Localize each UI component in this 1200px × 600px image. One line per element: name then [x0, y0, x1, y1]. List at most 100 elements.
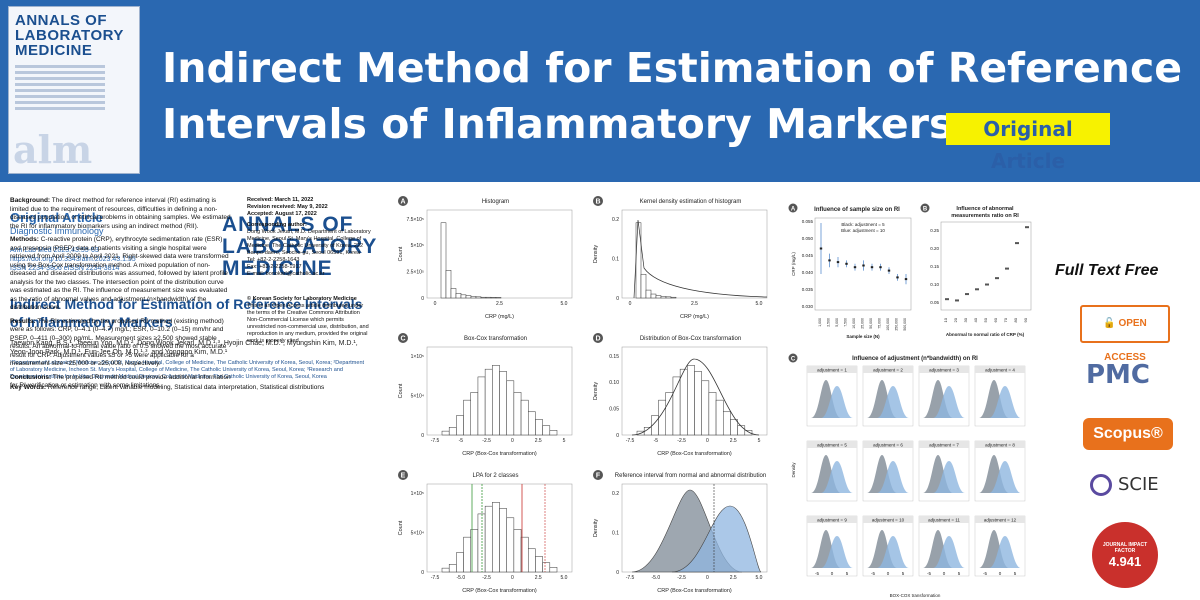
figure2-panel-c: C Influence of adjustment (n*bandwidth) o… — [788, 353, 1026, 598]
histogram-bar — [650, 293, 657, 299]
facet-strip — [975, 441, 1025, 448]
y-axis-label: Density — [593, 382, 599, 401]
panel-letter: A — [791, 207, 796, 213]
histogram-bar — [694, 371, 702, 436]
histogram-bar — [463, 536, 471, 573]
x-axis-label: CRP (Box-Cox transformation) — [462, 588, 537, 594]
y-tick-label: 0.15 — [609, 354, 619, 360]
panel-title: Kernel density estimation of histogram — [640, 199, 742, 205]
histogram-bar — [441, 430, 450, 436]
x-axis-label: CRP (mg/L) — [485, 314, 514, 320]
facet-label: adjustment = 5 — [817, 443, 847, 448]
x-tick-label: 2.5 — [535, 575, 542, 581]
point-marker — [1015, 242, 1019, 245]
point-marker — [862, 264, 865, 267]
y-tick-label: 5×10⁴ — [411, 393, 424, 399]
x-tick-label: 75,000 — [878, 318, 882, 329]
y-tick-label: 0.10 — [930, 282, 939, 287]
scopus-badge[interactable]: Scopus® — [1083, 418, 1173, 450]
y-tick-label: 5×10⁴ — [411, 530, 424, 536]
y-tick-label: 1×10⁵ — [411, 491, 424, 497]
y-tick-label: 0.2 — [612, 491, 619, 497]
histogram-bar — [701, 380, 710, 436]
histogram-bar — [477, 376, 486, 436]
histogram-bar — [470, 296, 477, 299]
x-tick-label: 0 — [629, 301, 632, 307]
plot-area — [940, 221, 1032, 311]
y-axis-label: Density — [791, 462, 796, 478]
panel-letter: D — [595, 336, 600, 343]
x-tick-label: -2.5 — [482, 438, 491, 444]
full-text-free-label[interactable]: Full Text Free — [1055, 262, 1159, 279]
panel-title: Reference interval from normal and abnor… — [615, 473, 766, 479]
figure-panel: F Reference interval from normal and abno… — [593, 470, 768, 594]
panel-title: Influence of abnormal — [956, 206, 1014, 212]
header-banner: ANNALS OF LABORATORY MEDICINE alm Indire… — [0, 0, 1200, 182]
methods-text: C-reactive protein (CRP), erythrocyte se… — [10, 236, 229, 311]
histogram-bar — [635, 222, 642, 299]
facet-label: adjustment = 2 — [873, 368, 903, 373]
x-tick-label: 5 — [902, 571, 905, 576]
point-marker — [845, 262, 848, 265]
pmc-logo[interactable]: PMC — [1086, 360, 1151, 390]
y-axis-label: Count — [398, 383, 404, 398]
legend-label: Black: adjustment = 5 — [841, 222, 885, 227]
y-tick-label: 0.25 — [930, 228, 939, 233]
x-tick-label: 0 — [831, 571, 834, 576]
citation: Ann Lab Med 2023;43:55-63 — [10, 247, 99, 254]
x-tick-label: -5 — [654, 438, 659, 444]
y-axis-label: Density — [593, 245, 599, 264]
histogram-bar — [730, 419, 738, 436]
histogram-bar — [463, 399, 471, 436]
paper-section: Diagnostic Immunology — [10, 226, 104, 236]
abnormal-density — [989, 461, 1021, 493]
open-access-badge[interactable]: 🔓 OPEN ACCESS — [1080, 305, 1170, 363]
y-axis-label: CRP (mg/L) — [791, 252, 796, 276]
received-date: Received: March 11, 2022 — [247, 197, 314, 203]
x-tick-label: 5.0 — [756, 301, 763, 307]
panel-marks — [441, 365, 558, 436]
x-tick-label: 70 — [1003, 317, 1008, 322]
scie-badge[interactable]: SCIE — [1090, 474, 1159, 496]
histogram-bar — [744, 430, 753, 436]
panel-letter: E — [401, 473, 406, 480]
facet-strip — [807, 366, 857, 373]
histogram-bar — [450, 288, 457, 299]
copyright: © Korean Society for Laboratory Medicine — [247, 296, 357, 302]
figure-panel: A Histogram 0 2.5×10⁵ 5×10⁵ 7.5×10⁵ 0 2.5 5.0 CRP… — [398, 196, 573, 320]
corr-email[interactable]: E-mail: bonokarl@catholic.ac.kr — [247, 271, 325, 277]
panel-letter: B — [923, 207, 928, 213]
license-text: This is an Open Access article distribut… — [247, 303, 369, 344]
paper-type: Original Article — [10, 210, 103, 225]
panel-letter: C — [791, 357, 796, 363]
panel-title: Influence of sample size on RI — [814, 207, 900, 213]
panel-letter-badge — [593, 333, 603, 343]
x-axis-label: CRP (Box-Cox transformation) — [462, 451, 537, 457]
scie-ring-icon — [1090, 474, 1112, 496]
panel-letter-badge — [593, 196, 603, 206]
histogram-bar — [448, 564, 457, 573]
facet-label: adjustment = 9 — [817, 518, 847, 523]
x-tick-label: 0 — [706, 575, 709, 581]
point-marker — [995, 277, 999, 280]
panel-letter-badge — [398, 196, 408, 206]
revised-date: Revision received: May 9, 2022 — [247, 204, 328, 210]
y-tick-label: 2.5×10⁵ — [406, 270, 424, 276]
abnormal-density — [877, 461, 909, 493]
x-tick-label: 0 — [511, 438, 514, 444]
point-marker — [955, 299, 959, 302]
facet-strip — [863, 366, 913, 373]
x-tick-label: 5 — [846, 571, 849, 576]
results-label: Results: — [10, 317, 36, 325]
doi-link[interactable]: https://doi.org/10.3343/alm.2023.43.1.55 — [10, 256, 136, 263]
y-tick-label: 5×10⁵ — [411, 243, 424, 249]
impact-factor-seal: JOURNAL IMPACT FACTOR 4.941 — [1092, 522, 1158, 588]
panel-letter-badge — [920, 203, 930, 213]
x-tick-label: 2.5 — [535, 438, 542, 444]
abstract: Background: The direct method for refere… — [10, 197, 232, 396]
x-tick-label: 80 — [1013, 317, 1018, 322]
histogram-bar — [484, 505, 493, 573]
histogram-bar — [513, 392, 522, 436]
figure-panel: B Kernel density estimation of histogram 0… — [593, 196, 768, 320]
x-tick-label: 25,000 — [861, 318, 865, 329]
